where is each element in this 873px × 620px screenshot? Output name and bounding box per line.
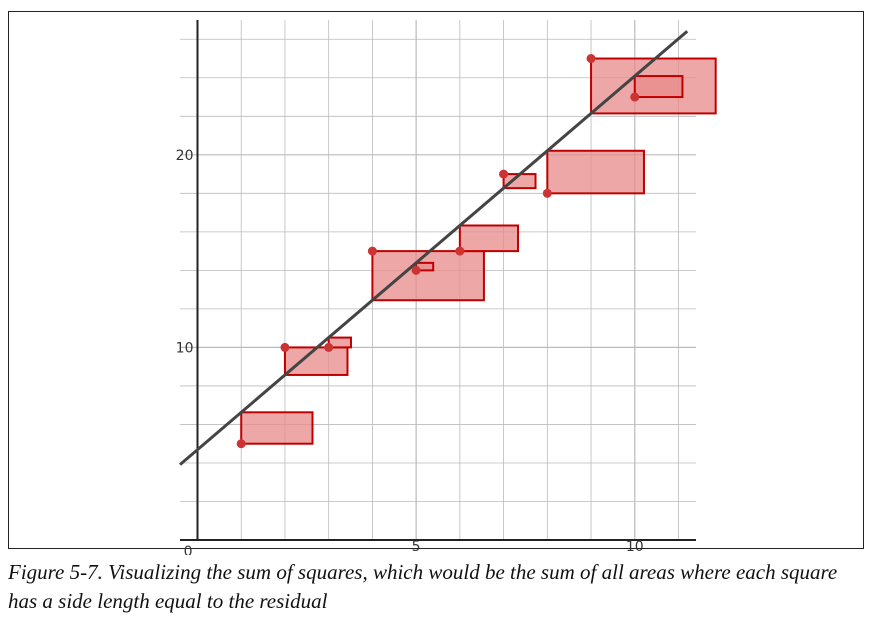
residual-square — [458, 224, 520, 253]
x-tick-label: 5 — [412, 539, 421, 555]
origin-label: 0 — [184, 544, 193, 555]
data-point — [499, 169, 509, 179]
residual-square — [371, 250, 485, 302]
residual-squares — [240, 57, 717, 445]
axes — [180, 20, 696, 541]
regression-line — [179, 30, 689, 466]
figure-caption: Figure 5-7. Visualizing the sum of squar… — [8, 560, 838, 613]
data-points — [236, 54, 640, 449]
residual-square — [546, 149, 645, 195]
regression-line-group — [179, 30, 689, 466]
residual-square — [633, 75, 684, 99]
data-point — [236, 439, 246, 449]
tick-labels: 5 10 10 20 0 — [176, 148, 644, 555]
data-point — [542, 188, 552, 198]
y-tick-label: 10 — [176, 340, 194, 356]
x-tick-label: 10 — [626, 539, 644, 555]
sum-of-squares-chart: 5 10 10 20 0 — [176, 20, 717, 555]
residual-square — [283, 346, 349, 376]
residual-square — [327, 336, 352, 349]
data-point — [324, 342, 334, 352]
y-tick-label: 20 — [176, 148, 194, 164]
data-point — [586, 54, 596, 64]
data-point — [455, 246, 465, 256]
data-point — [280, 342, 290, 352]
data-point — [630, 92, 640, 102]
data-point — [411, 265, 421, 275]
data-point — [367, 246, 377, 256]
residual-square — [240, 411, 314, 445]
